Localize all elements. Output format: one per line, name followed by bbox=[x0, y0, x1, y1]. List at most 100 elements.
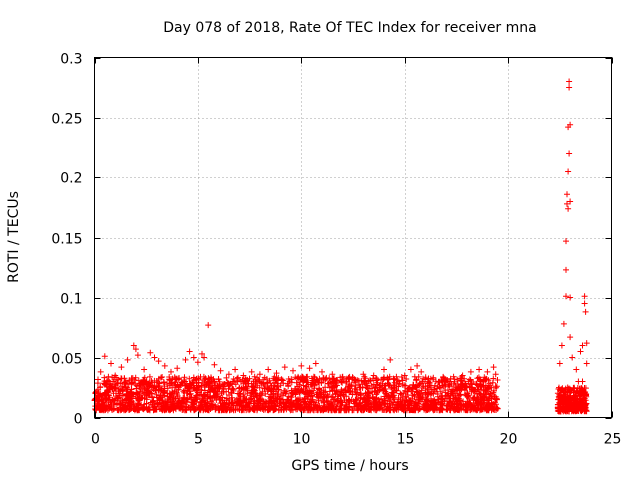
data-point bbox=[583, 360, 590, 367]
data-point bbox=[273, 370, 280, 377]
data-point bbox=[426, 380, 433, 387]
data-point bbox=[560, 320, 567, 327]
data-point bbox=[141, 366, 148, 373]
data-point bbox=[232, 366, 239, 373]
data-point bbox=[370, 372, 377, 379]
data-point bbox=[194, 359, 201, 366]
data-point bbox=[130, 342, 137, 349]
data-point bbox=[407, 366, 414, 373]
chart-title: Day 078 of 2018, Rate Of TEC Index for r… bbox=[163, 20, 536, 36]
data-point bbox=[581, 293, 588, 300]
data-point bbox=[492, 371, 499, 378]
data-point bbox=[573, 366, 580, 373]
data-point bbox=[467, 368, 474, 375]
dense-points-path bbox=[91, 373, 590, 415]
data-point bbox=[360, 371, 367, 378]
x-tick-label: 20 bbox=[500, 432, 518, 448]
grid-layer bbox=[94, 57, 612, 418]
data-point bbox=[161, 362, 168, 369]
data-point bbox=[186, 348, 193, 355]
data-point bbox=[579, 378, 586, 385]
data-point bbox=[132, 346, 139, 353]
data-point bbox=[564, 191, 570, 198]
data-point bbox=[134, 352, 141, 359]
data-point bbox=[350, 374, 356, 381]
data-point bbox=[281, 364, 288, 371]
data-point bbox=[118, 364, 125, 371]
data-point bbox=[566, 150, 573, 157]
data-point bbox=[582, 308, 589, 315]
axis-ticks-layer bbox=[94, 57, 613, 419]
tick-labels-layer: 0 5 10 15 20 25 0 0.05 0.1 0.15 0.2 0.25 0.3 bbox=[51, 52, 621, 448]
data-point bbox=[124, 356, 131, 363]
data-point bbox=[567, 294, 574, 301]
data-point bbox=[434, 383, 441, 390]
data-point bbox=[563, 266, 569, 273]
data-point bbox=[567, 198, 574, 205]
data-point bbox=[564, 200, 570, 207]
data-point bbox=[190, 354, 197, 361]
data-point bbox=[168, 368, 174, 375]
data-point bbox=[108, 360, 114, 367]
data-point bbox=[566, 84, 573, 91]
data-point bbox=[174, 365, 181, 372]
data-point bbox=[298, 362, 305, 369]
y-tick-label: 0.05 bbox=[51, 352, 82, 368]
data-point bbox=[451, 376, 458, 383]
data-point bbox=[306, 365, 313, 372]
data-point bbox=[101, 353, 108, 360]
data-point bbox=[339, 373, 346, 380]
data-point bbox=[217, 367, 224, 374]
data-point bbox=[97, 368, 104, 375]
data-point bbox=[256, 371, 263, 378]
data-point bbox=[476, 366, 483, 373]
x-tick-label: 25 bbox=[604, 432, 622, 448]
data-point bbox=[581, 300, 588, 307]
data-point bbox=[443, 378, 450, 385]
data-point bbox=[567, 334, 574, 341]
data-point bbox=[567, 121, 574, 128]
x-tick-label: 0 bbox=[91, 432, 100, 448]
dense-point-cloud bbox=[91, 373, 590, 415]
data-point bbox=[205, 322, 212, 329]
data-point bbox=[490, 364, 497, 371]
x-tick-label: 15 bbox=[397, 432, 415, 448]
y-tick-label: 0.15 bbox=[51, 232, 82, 248]
x-axis-label: GPS time / hours bbox=[291, 458, 408, 474]
x-tick-label: 10 bbox=[293, 432, 311, 448]
data-point bbox=[579, 342, 586, 349]
data-point bbox=[558, 342, 565, 349]
data-point bbox=[329, 371, 336, 378]
data-point bbox=[565, 168, 572, 175]
data-point bbox=[577, 348, 584, 355]
data-point bbox=[319, 368, 325, 375]
data-point bbox=[556, 360, 563, 367]
data-point bbox=[484, 368, 491, 375]
data-point bbox=[248, 368, 255, 375]
data-point bbox=[147, 349, 154, 356]
data-point bbox=[225, 371, 232, 378]
data-point bbox=[393, 373, 400, 380]
data-point bbox=[182, 356, 189, 363]
data-point bbox=[418, 368, 425, 375]
data-point bbox=[583, 340, 590, 347]
y-axis-label: ROTI / TECUs bbox=[6, 191, 22, 283]
data-point bbox=[387, 356, 394, 363]
y-tick-label: 0.2 bbox=[60, 171, 82, 187]
y-tick-label: 0 bbox=[74, 412, 83, 428]
x-tick-label: 5 bbox=[194, 432, 203, 448]
data-points-layer bbox=[97, 78, 590, 390]
data-point bbox=[201, 354, 208, 361]
data-point bbox=[290, 367, 296, 374]
data-point bbox=[155, 358, 162, 365]
y-tick-label: 0.1 bbox=[60, 292, 82, 308]
plot-area-frame bbox=[94, 57, 612, 418]
data-point bbox=[240, 372, 247, 379]
data-point bbox=[414, 362, 421, 369]
data-point bbox=[312, 360, 319, 367]
y-tick-label: 0.25 bbox=[51, 112, 82, 128]
data-point bbox=[563, 238, 569, 245]
data-point bbox=[569, 354, 576, 361]
